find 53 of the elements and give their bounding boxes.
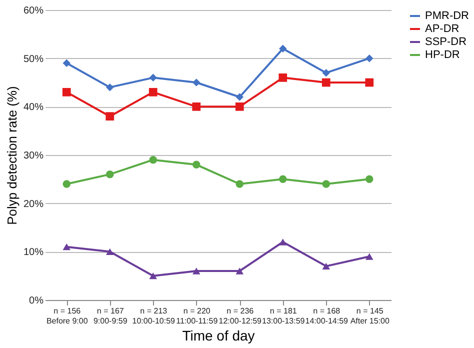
point	[62, 180, 70, 188]
point	[366, 175, 374, 184]
point	[62, 88, 71, 96]
point	[322, 262, 330, 270]
point	[148, 88, 158, 96]
point	[192, 78, 200, 86]
point	[106, 170, 114, 178]
x-tick-label: n = 213 10:00-10:59	[132, 306, 176, 326]
point	[106, 83, 114, 92]
x-tick-label: n = 156 Before 9:00	[46, 306, 88, 326]
point	[149, 156, 157, 164]
x-tick-label: n = 145 After 15:00	[350, 306, 390, 326]
point	[235, 102, 244, 111]
point	[192, 102, 201, 111]
x-tick-label: n = 181 13:00-13:59	[262, 306, 306, 326]
y-tick-label: 40%	[23, 102, 44, 114]
point	[192, 268, 200, 274]
point	[236, 268, 244, 274]
point	[322, 78, 330, 87]
legend-label: SSP-DR	[425, 36, 467, 48]
point	[279, 44, 287, 53]
point	[279, 175, 287, 184]
point	[236, 93, 244, 101]
x-axis-title: Time of day	[182, 328, 255, 344]
point	[106, 248, 114, 256]
point	[278, 73, 288, 82]
y-tick-label: 50%	[23, 54, 44, 65]
legend-label: HP-DR	[425, 49, 460, 61]
legend-label: AP-DR	[425, 23, 460, 35]
x-tick-label: n = 167 9:00-9:59	[93, 306, 128, 326]
point	[365, 78, 374, 87]
point	[149, 272, 157, 280]
x-tick-label: n = 220 11:00-11:59	[176, 306, 218, 326]
y-axis-title: Polyp detection rate (%)	[4, 86, 20, 225]
point	[366, 54, 374, 62]
point	[322, 180, 330, 188]
point	[279, 238, 287, 246]
point	[106, 112, 114, 121]
y-tick-label: 30%	[23, 150, 44, 162]
x-tick-label: n = 236 12:00-12:59	[218, 306, 262, 326]
legend-label: PMR-DR	[425, 10, 470, 22]
y-tick-label: 0%	[29, 296, 44, 306]
point	[192, 160, 200, 169]
point	[62, 243, 70, 250]
point	[236, 180, 244, 188]
x-tick-label: n = 168 14:00-14:59	[305, 306, 349, 326]
point	[62, 59, 70, 68]
point	[322, 68, 330, 77]
y-tick-label: 60%	[23, 6, 44, 16]
point	[366, 253, 374, 260]
point	[149, 74, 157, 82]
y-tick-label: 10%	[23, 247, 44, 258]
y-tick-label: 20%	[23, 198, 44, 210]
